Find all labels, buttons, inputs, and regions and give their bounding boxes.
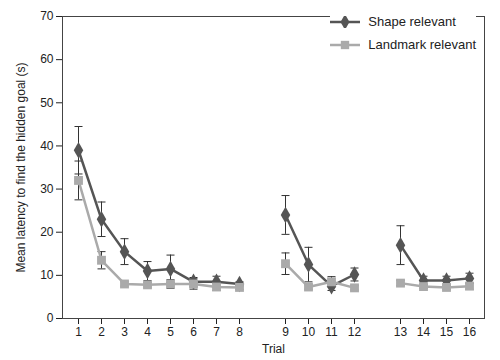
svg-text:3: 3	[121, 325, 128, 339]
svg-text:13: 13	[394, 325, 408, 339]
svg-text:70: 70	[40, 9, 54, 23]
svg-text:6: 6	[190, 325, 197, 339]
svg-text:50: 50	[40, 96, 54, 110]
svg-text:8: 8	[236, 325, 243, 339]
svg-text:11: 11	[325, 325, 338, 339]
svg-text:16: 16	[463, 325, 477, 339]
svg-text:0: 0	[47, 311, 54, 325]
svg-text:Trial: Trial	[262, 342, 285, 356]
html-text:Landmark relevant: Landmark relevant	[368, 37, 476, 52]
svg-text:Mean latency to find the hidde: Mean latency to find the hidden goal (s)	[14, 62, 28, 272]
svg-text:20: 20	[40, 225, 54, 239]
svg-text:14: 14	[417, 325, 431, 339]
svg-text:10: 10	[302, 325, 316, 339]
svg-text:15: 15	[440, 325, 454, 339]
svg-text:30: 30	[40, 182, 54, 196]
svg-text:60: 60	[40, 52, 54, 66]
svg-text:4: 4	[144, 325, 151, 339]
svg-text:5: 5	[167, 325, 174, 339]
svg-text:2: 2	[98, 325, 105, 339]
svg-text:1: 1	[75, 325, 82, 339]
svg-text:12: 12	[348, 325, 362, 339]
svg-text:7: 7	[213, 325, 220, 339]
html-text:Shape relevant: Shape relevant	[368, 14, 456, 29]
svg-text:10: 10	[40, 268, 54, 282]
svg-text:40: 40	[40, 139, 54, 153]
svg-text:9: 9	[282, 325, 289, 339]
